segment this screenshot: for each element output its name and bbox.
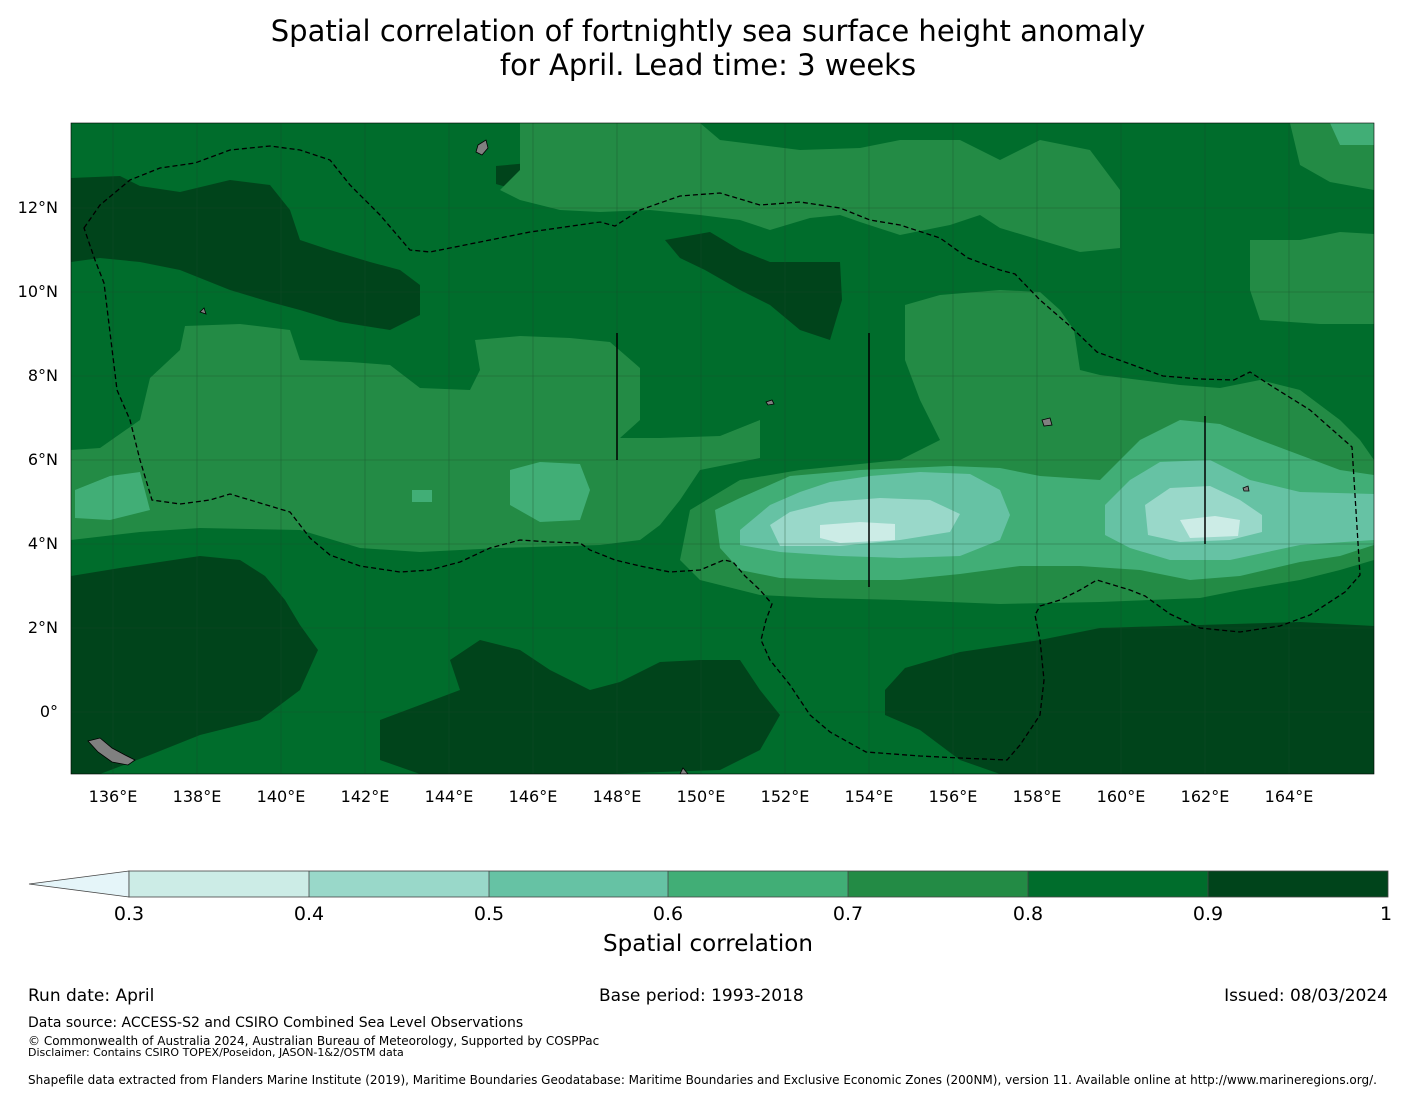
issued-date: Issued: 08/03/2024 <box>1224 986 1388 1006</box>
map-title: Spatial correlation of fortnightly sea s… <box>0 14 1416 82</box>
lon-tick-158e: 158°E <box>1013 787 1062 806</box>
lat-tick-8n: 8°N <box>28 366 58 385</box>
colorbar-tick-7: 1 <box>1380 903 1392 925</box>
colorbar-tick-6: 0.9 <box>1193 903 1223 925</box>
lon-tick-152e: 152°E <box>761 787 810 806</box>
lat-tick-4n: 4°N <box>28 534 58 553</box>
lon-tick-156e: 156°E <box>929 787 978 806</box>
colorbar-segment-6 <box>1208 871 1388 897</box>
lon-tick-142e: 142°E <box>341 787 390 806</box>
colorbar-segment-4 <box>848 871 1028 897</box>
field-high-north-center <box>665 232 842 340</box>
colorbar-tick-0: 0.3 <box>114 903 144 925</box>
field-06-ne <box>1330 123 1374 145</box>
lon-tick-136e: 136°E <box>89 787 138 806</box>
land-islands <box>87 139 1250 774</box>
lat-tick-10n: 10°N <box>18 282 58 301</box>
field-high-southeast <box>885 622 1374 774</box>
colorbar-tick-2: 0.5 <box>474 903 504 925</box>
field-06-small <box>412 490 432 502</box>
island-new-guinea-west <box>87 737 136 766</box>
colorbar-tick-4: 0.7 <box>833 903 863 925</box>
run-date: Run date: April <box>28 986 155 1006</box>
colorbar-tick-5: 0.8 <box>1013 903 1043 925</box>
field-03-east <box>1180 516 1240 538</box>
colorbar-segment-2 <box>489 871 668 897</box>
field-mid-north <box>500 123 1120 252</box>
field-03-center <box>820 522 895 543</box>
colorbar-segment-0 <box>129 871 309 897</box>
data-source: Data source: ACCESS-S2 and CSIRO Combine… <box>28 1015 524 1031</box>
field-high-southwest <box>71 556 318 774</box>
island-guam <box>475 139 489 156</box>
lon-tick-160e: 160°E <box>1097 787 1146 806</box>
lon-tick-144e: 144°E <box>425 787 474 806</box>
island-chuuk <box>765 399 775 406</box>
copyright: © Commonwealth of Australia 2024, Austra… <box>28 1034 600 1048</box>
lon-tick-148e: 148°E <box>593 787 642 806</box>
colorbar-tick-3: 0.6 <box>653 903 683 925</box>
lon-tick-140e: 140°E <box>257 787 306 806</box>
lat-tick-6n: 6°N <box>28 450 58 469</box>
field-high-south <box>380 640 780 774</box>
lat-tick-12n: 12°N <box>18 198 58 217</box>
lon-tick-162e: 162°E <box>1181 787 1230 806</box>
shapefile-credit: Shapefile data extracted from Flanders M… <box>28 1073 1377 1087</box>
map-gridlines <box>71 123 1374 774</box>
field-06-center-west <box>510 462 590 522</box>
island-kosrae <box>1041 417 1053 427</box>
island-east-small <box>1242 485 1250 492</box>
lon-tick-150e: 150°E <box>677 787 726 806</box>
island-yap <box>199 307 207 315</box>
lon-tick-164e: 164°E <box>1265 787 1314 806</box>
lat-tick-0: 0° <box>40 702 58 721</box>
field-high-northwest <box>71 176 420 330</box>
colorbar-tick-1: 0.4 <box>294 903 324 925</box>
map-frame <box>70 122 1375 775</box>
lon-tick-labels: 136°E 138°E 140°E 142°E 144°E 146°E 148°… <box>89 787 1314 806</box>
lon-tick-146e: 146°E <box>509 787 558 806</box>
correlation-field <box>71 123 1374 774</box>
title-line-1: Spatial correlation of fortnightly sea s… <box>270 14 1146 48</box>
disclaimer: Disclaimer: Contains CSIRO TOPEX/Poseido… <box>28 1046 404 1059</box>
lon-tick-154e: 154°E <box>845 787 894 806</box>
colorbar-segment-3 <box>668 871 848 897</box>
colorbar-label: Spatial correlation <box>603 931 813 957</box>
colorbar-frame <box>128 870 1389 898</box>
colorbar: 0.3 0.4 0.5 0.6 0.7 0.8 0.9 1 <box>28 870 1392 925</box>
field-mid-northeast <box>1250 232 1374 324</box>
reference-lines <box>616 333 1206 587</box>
colorbar-segment-1 <box>309 871 489 897</box>
field-06-west <box>75 472 150 520</box>
island-south-small <box>679 767 689 774</box>
lon-tick-138e: 138°E <box>173 787 222 806</box>
base-period: Base period: 1993-2018 <box>599 986 804 1006</box>
lat-tick-labels: 12°N 10°N 8°N 6°N 4°N 2°N 0° <box>18 198 58 721</box>
field-04-center <box>770 498 960 546</box>
lat-tick-2n: 2°N <box>28 618 58 637</box>
colorbar-segment-5 <box>1028 871 1208 897</box>
colorbar-extend-arrow <box>28 870 130 898</box>
eez-boundary <box>83 145 1361 761</box>
title-line-2: for April. Lead time: 3 weeks <box>499 48 917 82</box>
